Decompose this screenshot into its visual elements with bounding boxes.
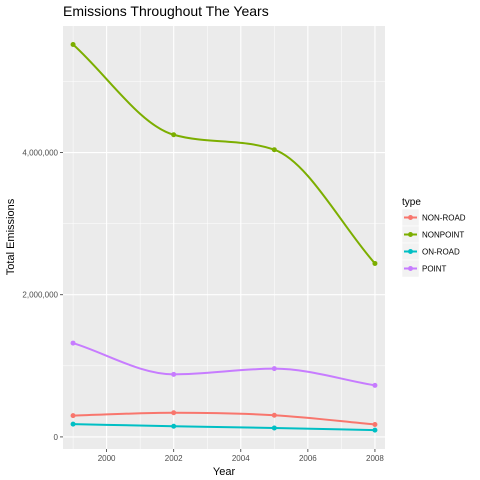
data-point-nonpoint [171,132,177,138]
legend-items: NON-ROAD NONPOINT ON-ROAD POINT [401,208,466,278]
x-tick-label: 2004 [232,454,250,463]
series-on-road [70,421,378,433]
y-tick-label: 2,000,000 [22,291,58,300]
data-point-point [372,382,378,388]
x-tick-label: 2000 [98,454,116,463]
legend-title: type [402,197,421,208]
data-point-nonpoint [271,147,277,153]
series-lines [70,41,378,433]
legend-item-on-road: ON-ROAD [401,242,460,261]
data-point-on-road [271,425,277,431]
data-point-non-road [372,421,378,427]
legend-item-non-road: NON-ROAD [401,208,466,227]
grid-lines [63,26,385,449]
plot-panel [63,26,385,449]
series-line-nonpoint [72,43,376,265]
legend-key-point [408,266,413,271]
legend-label-on-road: ON-ROAD [422,248,460,257]
y-axis-title: Total Emissions [5,198,17,275]
axis-ticks: 0 2,000,000 4,000,000 2000 2002 2004 2006 2008 [22,149,384,463]
legend-label-non-road: NON-ROAD [422,214,466,223]
data-point-point [70,340,76,346]
series-line-point [72,342,376,387]
x-axis-title: Year [213,466,236,478]
legend-key-point [408,215,413,220]
legend-label-point: POINT [422,265,447,274]
x-tick-label: 2008 [366,454,384,463]
y-tick-label: 0 [54,433,59,442]
x-tick-label: 2002 [165,454,183,463]
data-point-nonpoint [372,260,378,266]
data-point-non-road [171,410,177,416]
legend-key-point [408,232,413,237]
legend-key-point [408,249,413,254]
legend-item-point: POINT [401,259,447,278]
series-nonpoint [70,41,378,266]
x-tick-label: 2006 [299,454,317,463]
data-point-on-road [171,423,177,429]
data-point-non-road [271,412,277,418]
series-line-on-road [73,423,375,432]
y-tick-label: 4,000,000 [22,149,58,158]
series-line-non-road [73,411,376,426]
data-point-nonpoint [70,41,76,47]
legend-label-nonpoint: NONPOINT [422,231,464,240]
series-non-road [70,410,378,427]
legend-item-nonpoint: NONPOINT [401,225,464,244]
data-point-point [271,366,277,372]
data-point-point [171,371,177,377]
data-point-on-road [372,427,378,433]
legend: type NON-ROAD NONPOINT ON-ROAD POINT [401,197,466,278]
series-point [70,340,378,388]
data-point-non-road [70,413,76,419]
chart-title: Emissions Throughout The Years [63,3,269,19]
data-point-on-road [70,421,76,427]
